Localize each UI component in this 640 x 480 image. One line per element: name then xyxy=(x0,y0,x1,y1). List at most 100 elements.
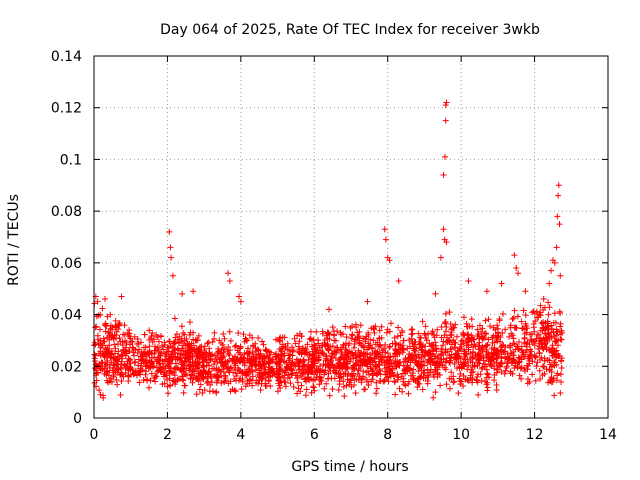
data-point xyxy=(134,341,141,348)
data-point xyxy=(414,384,421,391)
data-point xyxy=(448,369,455,376)
data-point xyxy=(175,375,182,382)
data-point xyxy=(412,339,419,346)
data-point xyxy=(382,371,389,378)
data-point xyxy=(546,280,553,287)
data-point xyxy=(331,348,338,355)
data-point xyxy=(305,370,312,377)
data-point xyxy=(540,335,547,342)
data-point xyxy=(331,337,338,344)
data-point xyxy=(91,379,98,386)
data-point xyxy=(232,343,239,350)
data-point xyxy=(168,254,175,261)
data-point xyxy=(134,349,141,356)
data-point xyxy=(441,153,448,160)
data-point xyxy=(137,368,144,375)
data-point xyxy=(387,343,394,350)
data-point xyxy=(437,358,444,365)
data-point xyxy=(395,324,402,331)
data-point xyxy=(279,368,286,375)
data-point xyxy=(524,380,531,387)
data-point xyxy=(496,317,503,324)
data-point xyxy=(324,357,331,364)
data-point xyxy=(367,336,374,343)
data-point xyxy=(554,342,561,349)
data-point xyxy=(474,374,481,381)
data-point xyxy=(329,324,336,331)
data-point xyxy=(275,371,282,378)
data-point xyxy=(498,368,505,375)
data-point xyxy=(194,365,201,372)
data-point xyxy=(304,374,311,381)
data-point xyxy=(482,317,489,324)
data-point xyxy=(539,345,546,352)
data-point xyxy=(343,356,350,363)
data-point xyxy=(489,355,496,362)
data-point xyxy=(555,351,562,358)
data-point xyxy=(257,387,264,394)
data-point xyxy=(131,352,138,359)
data-point xyxy=(323,380,330,387)
data-point xyxy=(238,370,245,377)
data-point xyxy=(346,379,353,386)
data-point xyxy=(438,350,445,357)
data-point xyxy=(544,339,551,346)
data-point xyxy=(326,392,333,399)
data-point xyxy=(324,342,331,349)
x-axis-label: GPS time / hours xyxy=(291,459,408,475)
data-point xyxy=(281,379,288,386)
data-point xyxy=(538,354,545,361)
data-point xyxy=(316,381,323,388)
data-point xyxy=(412,377,419,384)
data-point xyxy=(495,351,502,358)
data-point xyxy=(391,334,398,341)
data-point xyxy=(274,374,281,381)
data-point xyxy=(476,360,483,367)
data-point xyxy=(460,372,467,379)
data-point xyxy=(549,345,556,352)
data-point xyxy=(494,325,501,332)
data-point xyxy=(246,332,253,339)
data-point xyxy=(390,372,397,379)
data-point xyxy=(551,337,558,344)
data-point xyxy=(559,329,566,336)
data-point xyxy=(399,327,406,334)
data-point xyxy=(186,367,193,374)
data-point xyxy=(469,364,476,371)
data-point xyxy=(499,329,506,336)
data-point xyxy=(443,355,450,362)
data-point xyxy=(360,368,367,375)
data-point xyxy=(164,383,171,390)
data-point xyxy=(358,342,365,349)
data-point xyxy=(408,352,415,359)
data-point xyxy=(192,337,199,344)
data-point xyxy=(197,381,204,388)
data-point xyxy=(406,336,413,343)
data-point xyxy=(294,372,301,379)
data-point xyxy=(400,362,407,369)
data-point xyxy=(157,364,164,371)
data-point xyxy=(365,329,372,336)
data-point xyxy=(549,325,556,332)
data-point xyxy=(313,349,320,356)
data-point xyxy=(384,326,391,333)
data-point xyxy=(195,332,202,339)
data-point xyxy=(110,373,117,380)
data-point xyxy=(384,368,391,375)
data-point xyxy=(350,344,357,351)
data-point xyxy=(276,364,283,371)
data-point xyxy=(247,357,254,364)
data-point xyxy=(262,369,269,376)
data-point xyxy=(129,344,136,351)
data-point xyxy=(421,369,428,376)
data-point xyxy=(553,377,560,384)
data-point xyxy=(308,389,315,396)
data-point xyxy=(211,372,218,379)
data-point xyxy=(557,371,564,378)
data-point xyxy=(232,342,239,349)
data-point xyxy=(429,330,436,337)
data-point xyxy=(287,351,294,358)
data-point xyxy=(450,336,457,343)
data-point xyxy=(120,331,127,338)
data-point xyxy=(97,340,104,347)
